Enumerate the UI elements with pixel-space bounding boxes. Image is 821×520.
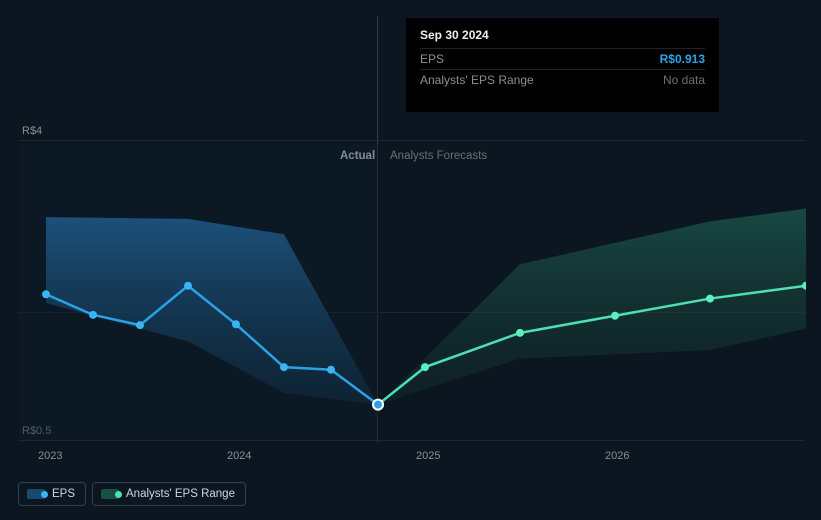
tooltip-row-eps: EPS R$0.913 [420,48,705,69]
x-axis-label: 2025 [416,450,440,462]
legend-swatch [27,489,45,499]
tooltip-date: Sep 30 2024 [420,28,705,42]
tooltip-row-value: No data [663,73,705,87]
legend-item-range[interactable]: Analysts' EPS Range [92,482,246,506]
legend-item-eps[interactable]: EPS [18,482,86,506]
legend-swatch [101,489,119,499]
x-axis-label: 2024 [227,450,251,462]
x-axis-label: 2023 [38,450,62,462]
chart-svg [18,140,806,440]
legend: EPS Analysts' EPS Range [18,482,246,506]
y-axis-label-top: R$4 [22,125,42,137]
tooltip-row-range: Analysts' EPS Range No data [420,69,705,90]
x-axis-label: 2026 [605,450,629,462]
tooltip-row-label: EPS [420,52,444,66]
tooltip-row-label: Analysts' EPS Range [420,73,534,87]
legend-label: EPS [52,488,75,500]
eps-chart[interactable] [18,140,806,440]
tooltip: Sep 30 2024 EPS R$0.913 Analysts' EPS Ra… [406,18,719,112]
tooltip-row-value: R$0.913 [660,52,705,66]
gridline-bottom [18,440,805,441]
legend-label: Analysts' EPS Range [126,488,235,500]
